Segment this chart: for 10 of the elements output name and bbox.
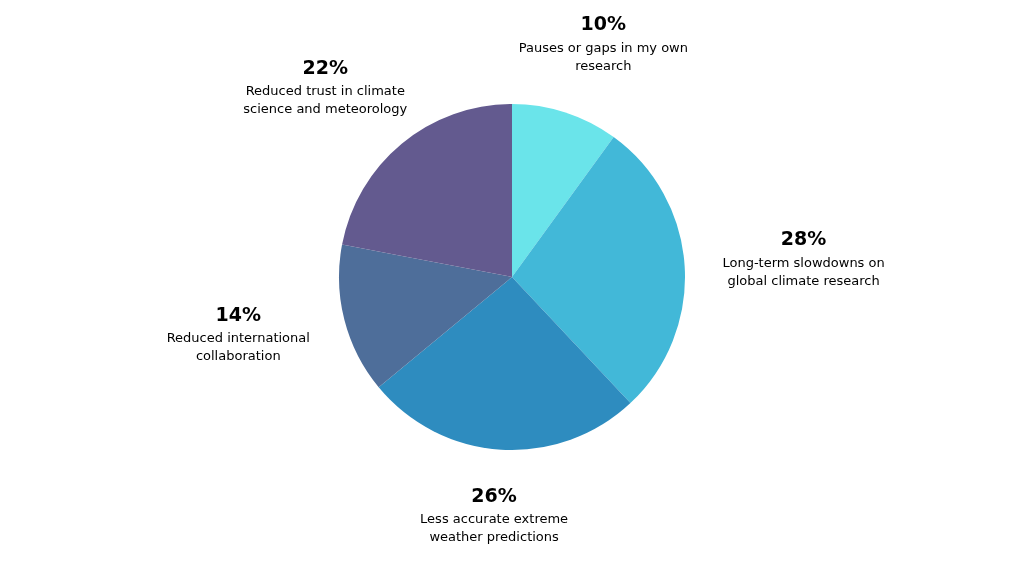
data-label: 26%: [471, 483, 517, 506]
data-label: 10%: [580, 12, 627, 35]
slice-label: Reduced trust in climate science and meteorology: [243, 83, 408, 117]
slice-label: Reduced international collaboration: [166, 330, 310, 364]
slice-label: Long-term slowdowns on global climate research: [722, 254, 885, 288]
data-label: 28%: [780, 227, 827, 250]
data-label: 14%: [215, 302, 262, 325]
slice-label: Pauses or gaps in my own research: [518, 39, 688, 73]
slice-label: Less accurate extreme weather predictions: [420, 511, 569, 545]
data-label: 22%: [302, 55, 349, 78]
